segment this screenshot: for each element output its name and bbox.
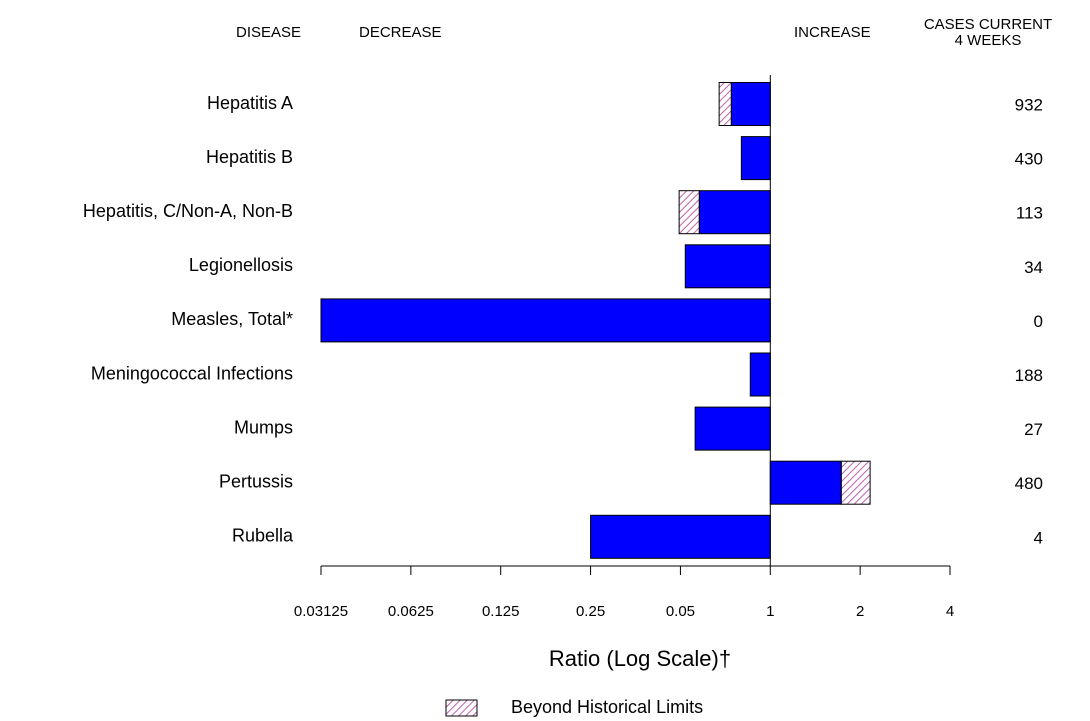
bar: [698, 190, 771, 235]
bar: [740, 136, 771, 181]
header-increase: INCREASE: [794, 24, 871, 41]
bar-beyond-limit: [840, 460, 871, 505]
bar: [320, 298, 771, 343]
category-label: Meningococcal Infections: [91, 363, 293, 383]
x-tick-label: 2: [856, 603, 864, 620]
x-tick-label: 4: [946, 603, 954, 620]
category-label: Pertussis: [219, 471, 293, 491]
header-cases: 4 WEEKS: [955, 32, 1022, 49]
bar: [590, 514, 771, 559]
bar-beyond-limit: [678, 190, 700, 235]
cases-value: 480: [1015, 474, 1043, 493]
x-tick-label: 0.0625: [388, 603, 434, 620]
x-axis-title: Ratio (Log Scale)†: [549, 646, 731, 671]
cases-value: 0: [1034, 312, 1043, 331]
category-label: Hepatitis A: [207, 93, 293, 113]
header-disease: DISEASE: [236, 24, 301, 41]
bar: [749, 352, 771, 397]
cases-value: 4: [1034, 528, 1043, 547]
bar: [769, 460, 842, 505]
category-label: Mumps: [234, 417, 293, 437]
x-tick-label: 0.03125: [294, 603, 348, 620]
category-label: Measles, Total*: [171, 309, 293, 329]
cases-value: 34: [1024, 258, 1043, 277]
x-tick-label: 0.25: [576, 603, 605, 620]
cases-value: 430: [1015, 150, 1043, 169]
x-tick-label: 0.125: [482, 603, 520, 620]
x-tick-label: 1: [766, 603, 774, 620]
cases-value: 113: [1016, 204, 1043, 223]
bar-beyond-limit: [718, 82, 732, 126]
legend-swatch: [445, 699, 478, 717]
cases-value: 188: [1015, 366, 1043, 385]
category-label: Hepatitis, C/Non-A, Non-B: [83, 201, 293, 221]
category-label: Legionellosis: [189, 255, 293, 275]
category-label: Rubella: [232, 526, 294, 546]
category-label: Hepatitis B: [206, 147, 293, 167]
x-tick-label: 0.05: [666, 603, 695, 620]
legend-label: Beyond Historical Limits: [511, 697, 703, 717]
header-decrease: DECREASE: [359, 24, 442, 41]
cases-value: 27: [1024, 420, 1043, 439]
bar: [730, 82, 771, 126]
cases-value: 932: [1015, 95, 1043, 114]
bar: [684, 244, 771, 289]
header-cases: CASES CURRENT: [924, 16, 1052, 33]
bar: [694, 406, 771, 451]
